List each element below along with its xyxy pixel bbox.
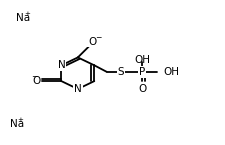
Text: P: P — [139, 67, 146, 77]
Text: N: N — [74, 84, 82, 94]
Text: S: S — [118, 67, 124, 77]
Text: OH: OH — [134, 55, 150, 65]
Text: +: + — [24, 11, 30, 17]
Text: Na: Na — [10, 119, 24, 129]
Text: O: O — [88, 37, 97, 47]
Text: OH: OH — [163, 67, 179, 77]
Text: −: − — [31, 73, 38, 82]
Text: −: − — [95, 33, 102, 42]
Text: N: N — [58, 60, 65, 70]
Text: Na: Na — [16, 13, 30, 23]
Text: O: O — [138, 84, 146, 94]
Text: +: + — [17, 117, 23, 123]
Text: O: O — [32, 76, 40, 86]
